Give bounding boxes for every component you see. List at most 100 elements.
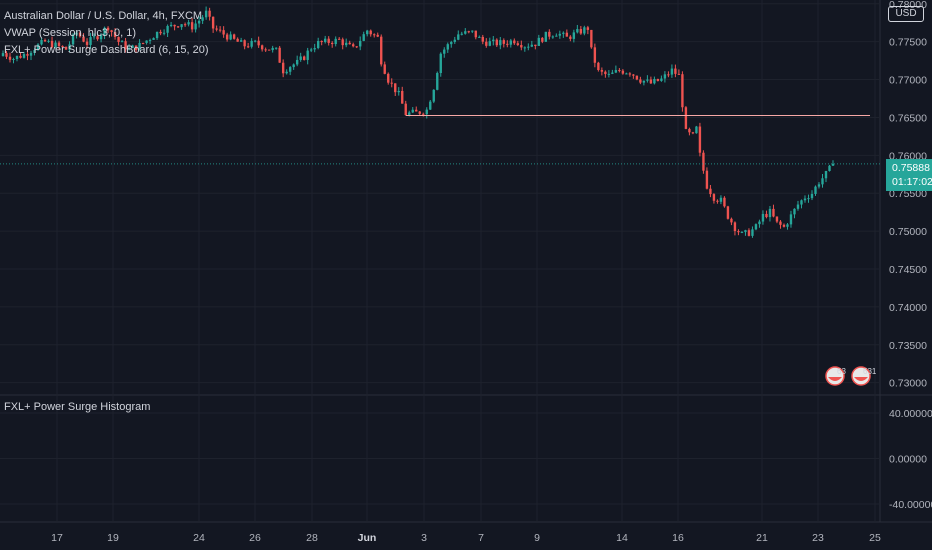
candle-body: [548, 31, 551, 37]
candle-body: [593, 47, 597, 63]
time-tick-label: 7: [478, 532, 484, 544]
time-tick-label: 23: [812, 532, 824, 544]
candle-body: [232, 34, 236, 39]
candle-body: [670, 68, 674, 75]
candle-body: [569, 36, 572, 39]
candle-body: [779, 221, 782, 225]
candle-body: [295, 59, 299, 65]
candle-body: [471, 30, 474, 32]
time-tick-label: 25: [869, 532, 881, 544]
event-badge[interactable]: 63: [825, 366, 846, 386]
time-tick-label: 19: [107, 532, 119, 544]
candle-body: [786, 224, 789, 227]
candle-body: [485, 41, 488, 46]
candle-body: [369, 30, 372, 35]
candle-body: [387, 73, 390, 83]
candle-body: [43, 40, 47, 42]
candle-body: [373, 34, 376, 36]
candle-body: [57, 42, 61, 46]
candle-body: [408, 112, 411, 116]
time-axis[interactable]: 17 19 24 26 28 Jun 3 7 9 14 16 21 23 25: [51, 532, 881, 544]
candle-body: [824, 170, 828, 179]
price-tick-label: 0.78000: [889, 0, 927, 11]
candle-body: [474, 30, 477, 38]
candle-body: [306, 50, 309, 60]
candle-body: [5, 53, 8, 57]
price-axis[interactable]: 0.780000.775000.770000.765000.760000.755…: [889, 0, 932, 511]
candle-body: [162, 32, 166, 34]
candle-body: [197, 20, 201, 24]
candle-body: [110, 30, 113, 33]
candle-body: [607, 73, 611, 75]
candle-body: [562, 32, 565, 34]
candle-body: [513, 40, 516, 44]
candle-body: [821, 178, 824, 185]
badge-label: 631: [863, 367, 877, 376]
candle-body: [726, 206, 730, 219]
candle-body: [499, 40, 502, 46]
candle-body: [148, 39, 152, 41]
candle-body: [201, 17, 204, 21]
price-tick-label: 0.76500: [889, 112, 927, 124]
dashboard-legend[interactable]: FXL+ Power Surge DashBoard (6, 15, 20): [4, 44, 209, 56]
candle-body: [775, 216, 779, 222]
candle-body: [789, 214, 793, 225]
event-badge[interactable]: 631: [851, 366, 877, 386]
candle-body: [677, 73, 681, 75]
candle-body: [190, 22, 194, 30]
candle-body: [758, 221, 761, 225]
candle-body: [702, 152, 705, 171]
candle-body: [460, 33, 463, 35]
candle-body: [173, 24, 176, 27]
candle-body: [215, 28, 218, 30]
candle-body: [236, 38, 239, 42]
candle-body: [572, 32, 576, 39]
candle-body: [810, 193, 814, 199]
candle-body: [688, 128, 691, 133]
histogram-legend[interactable]: FXL+ Power Surge Histogram: [4, 401, 151, 413]
candle-body: [397, 90, 400, 93]
candle-body: [208, 10, 211, 17]
candle-body: [117, 36, 120, 42]
candle-body: [628, 73, 632, 75]
candle-body: [579, 29, 583, 34]
symbol-title[interactable]: Australian Dollar / U.S. Dollar, 4h, FXC…: [4, 10, 203, 22]
overlays: [0, 115, 880, 165]
candle-body: [92, 36, 96, 38]
candle-body: [264, 49, 267, 51]
candle-body: [733, 222, 737, 232]
candle-body: [537, 37, 541, 46]
candle-body: [8, 56, 12, 60]
candle-body: [99, 34, 103, 40]
time-tick-label: 28: [306, 532, 318, 544]
candle-body: [250, 40, 253, 47]
time-tick-label: 26: [249, 532, 261, 544]
candle-body: [159, 31, 162, 34]
candle-body: [527, 46, 530, 48]
candle-body: [383, 64, 386, 74]
candle-body: [71, 34, 75, 45]
candle-body: [292, 64, 295, 68]
candle-body: [394, 83, 397, 93]
vwap-legend[interactable]: VWAP (Session, hlc3, 0, 1): [4, 27, 137, 39]
candle-body: [530, 44, 534, 47]
candle-body: [509, 40, 512, 45]
candle-body: [12, 59, 15, 61]
candle-body: [782, 224, 786, 227]
candle-body: [141, 42, 145, 44]
candle-body: [730, 218, 733, 223]
event-badges[interactable]: 63 631: [825, 366, 877, 386]
price-tick-label: 0.75000: [889, 226, 927, 238]
candle-body: [597, 62, 600, 71]
currency-button[interactable]: USD: [888, 6, 924, 22]
candle-body: [15, 55, 19, 60]
candle-body: [439, 53, 442, 74]
candle-body: [625, 73, 628, 75]
candle-body: [621, 70, 625, 74]
candle-body: [274, 47, 278, 49]
candle-body: [719, 197, 723, 202]
candle-body: [751, 229, 754, 236]
candle-body: [656, 78, 660, 81]
candle-body: [211, 16, 215, 29]
